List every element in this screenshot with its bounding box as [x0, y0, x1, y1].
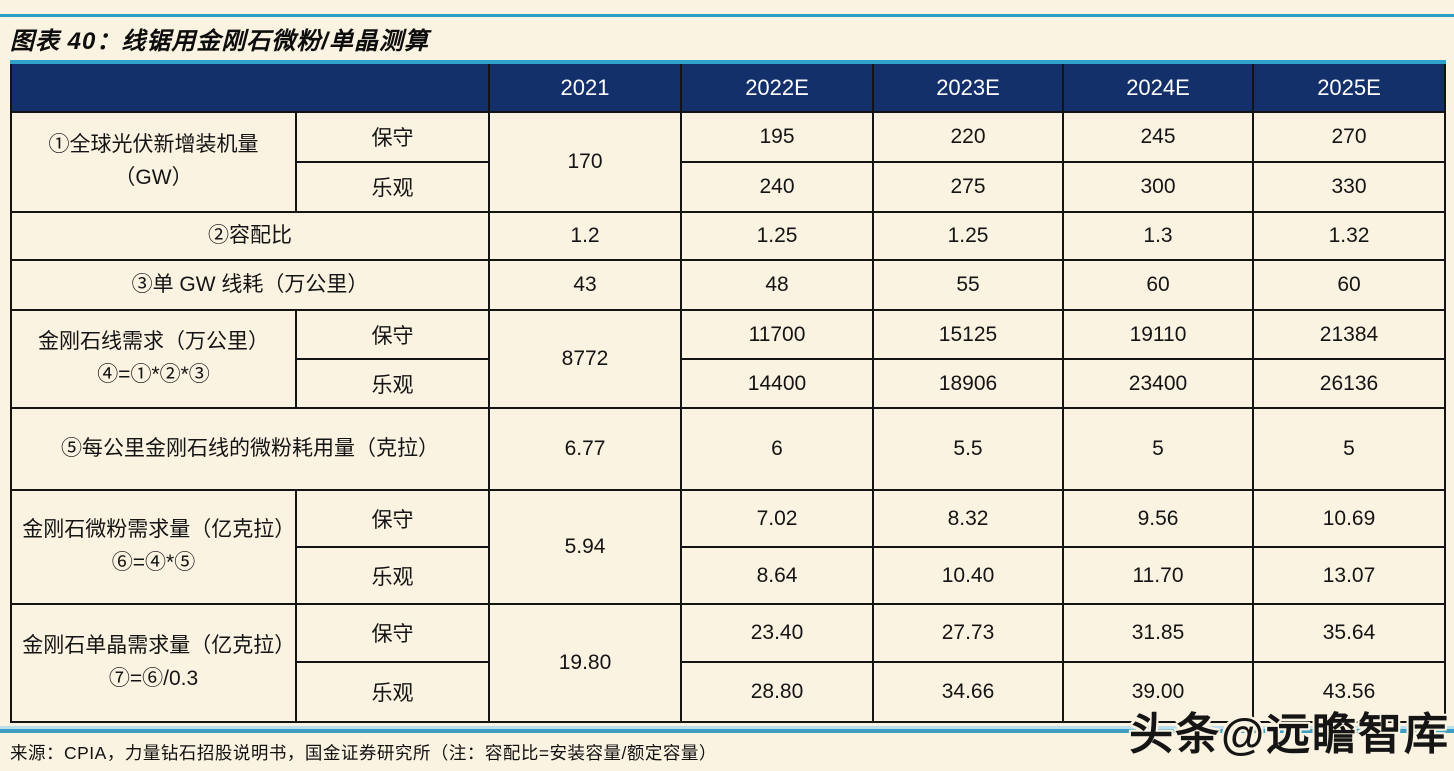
value-cell: 13.07	[1252, 546, 1446, 605]
table-row: 乐观 8.64 10.40 11.70 13.07	[11, 546, 1446, 605]
table-row: ①全球光伏新增装机量（GW） 保守 170 195 220 245 270	[10, 111, 1446, 213]
bottom-accent-line-light	[0, 726, 1454, 729]
source-note: 来源：CPIA，力量钻石招股说明书，国金证券研究所（注：容配比=安装容量/额定容…	[10, 743, 717, 763]
scenario-label-optimistic: 乐观	[295, 546, 490, 605]
value-cell: 245	[1062, 111, 1254, 163]
row-label-crystal-demand: 金刚石单晶需求量（亿克拉）⑦=⑥/0.3	[10, 603, 297, 723]
col-header-2023e: 2023E	[872, 60, 1064, 113]
value-cell: 26136	[1252, 358, 1446, 409]
value-cell: 60	[1252, 259, 1446, 311]
table-row: 乐观 28.80 34.66 39.00 43.56	[11, 661, 1446, 723]
row-label-wire-demand: 金刚石线需求（万公里）④=①*②*③	[10, 309, 297, 409]
value-cell: 8.32	[872, 489, 1064, 548]
value-cell: 300	[1062, 161, 1254, 213]
scenario-label-optimistic: 乐观	[295, 161, 490, 213]
value-cell: 8.64	[680, 546, 874, 605]
scenario-label-conservative: 保守	[295, 309, 490, 360]
value-cell: 14400	[680, 358, 874, 409]
table-row: ②容配比 1.2 1.25 1.25 1.3 1.32	[10, 211, 1446, 261]
scenario-label-conservative: 保守	[295, 603, 490, 663]
value-cell: 170	[488, 111, 682, 213]
value-cell: 18906	[872, 358, 1064, 409]
scenario-label-optimistic: 乐观	[295, 358, 490, 409]
row-label-powder-demand: 金刚石微粉需求量（亿克拉）⑥=④*⑤	[10, 489, 297, 605]
value-cell: 5	[1252, 407, 1446, 491]
corner-cell	[10, 60, 490, 113]
watermark: 头条@远瞻智库	[1129, 710, 1450, 759]
value-cell: 43	[488, 259, 682, 311]
scenario-label-optimistic: 乐观	[295, 661, 490, 723]
value-cell: 48	[680, 259, 874, 311]
row-label-wire-per-gw: ③单 GW 线耗（万公里）	[10, 259, 490, 311]
header-row: 2021 2022E 2023E 2024E 2025E	[10, 60, 1446, 113]
table-row: ③单 GW 线耗（万公里） 43 48 55 60 60	[10, 259, 1446, 311]
value-cell: 275	[872, 161, 1064, 213]
value-cell: 23.40	[680, 603, 874, 663]
col-header-2025e: 2025E	[1252, 60, 1446, 113]
value-cell: 27.73	[872, 603, 1064, 663]
value-cell: 5	[1062, 407, 1254, 491]
value-cell: 220	[872, 111, 1064, 163]
value-cell: 39.00	[1062, 661, 1254, 723]
table-row: 乐观 240 275 300 330	[11, 161, 1446, 213]
value-cell: 19110	[1062, 309, 1254, 360]
table-row: ⑤每公里金刚石线的微粉耗用量（克拉） 6.77 6 5.5 5 5	[10, 407, 1446, 491]
value-cell: 5.5	[872, 407, 1064, 491]
col-header-2024e: 2024E	[1062, 60, 1254, 113]
value-cell: 31.85	[1062, 603, 1254, 663]
scenario-label-conservative: 保守	[295, 489, 490, 548]
value-cell: 43.56	[1252, 661, 1446, 723]
value-cell: 28.80	[680, 661, 874, 723]
value-cell: 60	[1062, 259, 1254, 311]
value-cell: 1.25	[680, 211, 874, 261]
value-cell: 1.25	[872, 211, 1064, 261]
value-cell: 195	[680, 111, 874, 163]
value-cell: 6	[680, 407, 874, 491]
value-cell: 23400	[1062, 358, 1254, 409]
table-row: 乐观 14400 18906 23400 26136	[11, 358, 1446, 409]
value-cell: 19.80	[488, 603, 682, 723]
col-header-2021: 2021	[488, 60, 682, 113]
row-label-capacity-ratio: ②容配比	[10, 211, 490, 261]
value-cell: 1.3	[1062, 211, 1254, 261]
value-cell: 10.40	[872, 546, 1064, 605]
value-cell: 11.70	[1062, 546, 1254, 605]
value-cell: 6.77	[488, 407, 682, 491]
value-cell: 21384	[1252, 309, 1446, 360]
table-row: 金刚石线需求（万公里）④=①*②*③ 保守 8772 11700 15125 1…	[10, 309, 1446, 409]
value-cell: 55	[872, 259, 1064, 311]
value-cell: 270	[1252, 111, 1446, 163]
table-row: 金刚石单晶需求量（亿克拉）⑦=⑥/0.3 保守 19.80 23.40 27.7…	[10, 603, 1446, 723]
figure-title: 图表 40：线锯用金刚石微粉/单晶测算	[10, 28, 430, 55]
value-cell: 15125	[872, 309, 1064, 360]
value-cell: 330	[1252, 161, 1446, 213]
value-cell: 11700	[680, 309, 874, 360]
value-cell: 10.69	[1252, 489, 1446, 548]
value-cell: 240	[680, 161, 874, 213]
value-cell: 1.32	[1252, 211, 1446, 261]
top-accent-line	[0, 14, 1454, 17]
value-cell: 5.94	[488, 489, 682, 605]
value-cell: 1.2	[488, 211, 682, 261]
table-row: 金刚石微粉需求量（亿克拉）⑥=④*⑤ 保守 5.94 7.02 8.32 9.5…	[10, 489, 1446, 605]
row-label-powder-per-km: ⑤每公里金刚石线的微粉耗用量（克拉）	[10, 407, 490, 491]
value-cell: 9.56	[1062, 489, 1254, 548]
col-header-2022e: 2022E	[680, 60, 874, 113]
calculation-table: 2021 2022E 2023E 2024E 2025E ①全球光伏新增装机量（…	[10, 60, 1446, 723]
value-cell: 7.02	[680, 489, 874, 548]
bottom-accent-line-dark	[0, 729, 1454, 733]
row-label-pv-install: ①全球光伏新增装机量（GW）	[10, 111, 297, 213]
scenario-label-conservative: 保守	[295, 111, 490, 163]
value-cell: 34.66	[872, 661, 1064, 723]
value-cell: 8772	[488, 309, 682, 409]
value-cell: 35.64	[1252, 603, 1446, 663]
